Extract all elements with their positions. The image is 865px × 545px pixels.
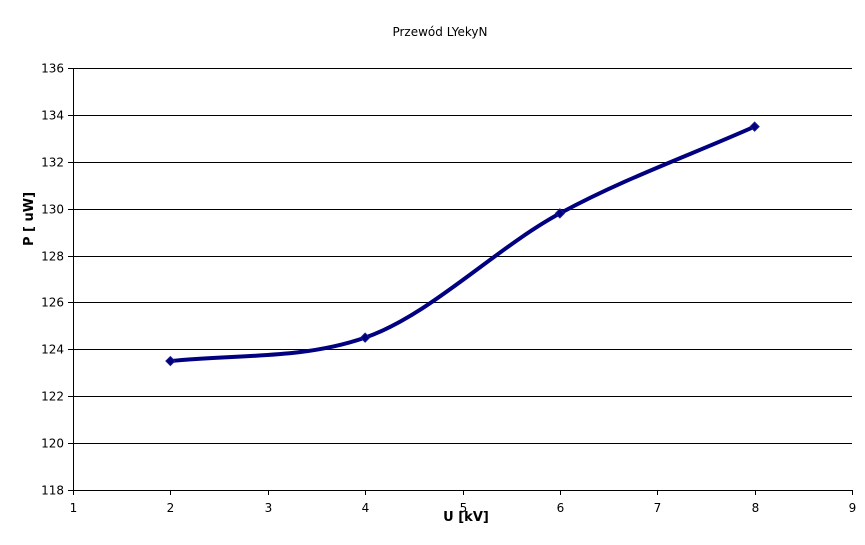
y-tick-labels: 118 120 122 124 126 128 130 132 134 136 [41, 62, 64, 498]
x-tick-label: 5 [460, 501, 468, 515]
x-tick-label: 9 [849, 501, 857, 515]
x-tick-label: 3 [265, 501, 273, 515]
chart-title: Przewód LYekyN [392, 25, 487, 39]
data-point-marker [554, 208, 566, 219]
grid [73, 68, 852, 444]
y-tick-label: 126 [41, 296, 64, 310]
data-point-marker [359, 332, 371, 343]
x-tick-labels: 1 2 3 4 5 6 7 8 9 [70, 501, 857, 515]
y-axis-label: P [ uW] [22, 192, 37, 246]
x-tick-label: 2 [167, 501, 175, 515]
y-tick-label: 136 [41, 62, 64, 76]
y-tick-label: 130 [41, 203, 64, 217]
axes [68, 68, 853, 495]
series [165, 121, 760, 367]
x-tick-label: 1 [70, 501, 78, 515]
series-line [168, 124, 757, 364]
y-tick-label: 134 [41, 109, 64, 123]
y-tick-label: 120 [41, 437, 64, 451]
y-tick-label: 128 [41, 250, 64, 264]
x-tick-label: 6 [557, 501, 565, 515]
x-tick-label: 4 [362, 501, 370, 515]
y-tick-label: 132 [41, 156, 64, 170]
y-tick-label: 124 [41, 343, 64, 357]
x-tick-label: 7 [654, 501, 662, 515]
data-point-marker [165, 355, 176, 367]
y-tick-label: 122 [41, 390, 64, 404]
data-point-marker [749, 121, 760, 132]
x-tick-label: 8 [752, 501, 760, 515]
y-tick-label: 118 [41, 484, 64, 498]
x-axis-label: U [kV] [443, 510, 489, 525]
